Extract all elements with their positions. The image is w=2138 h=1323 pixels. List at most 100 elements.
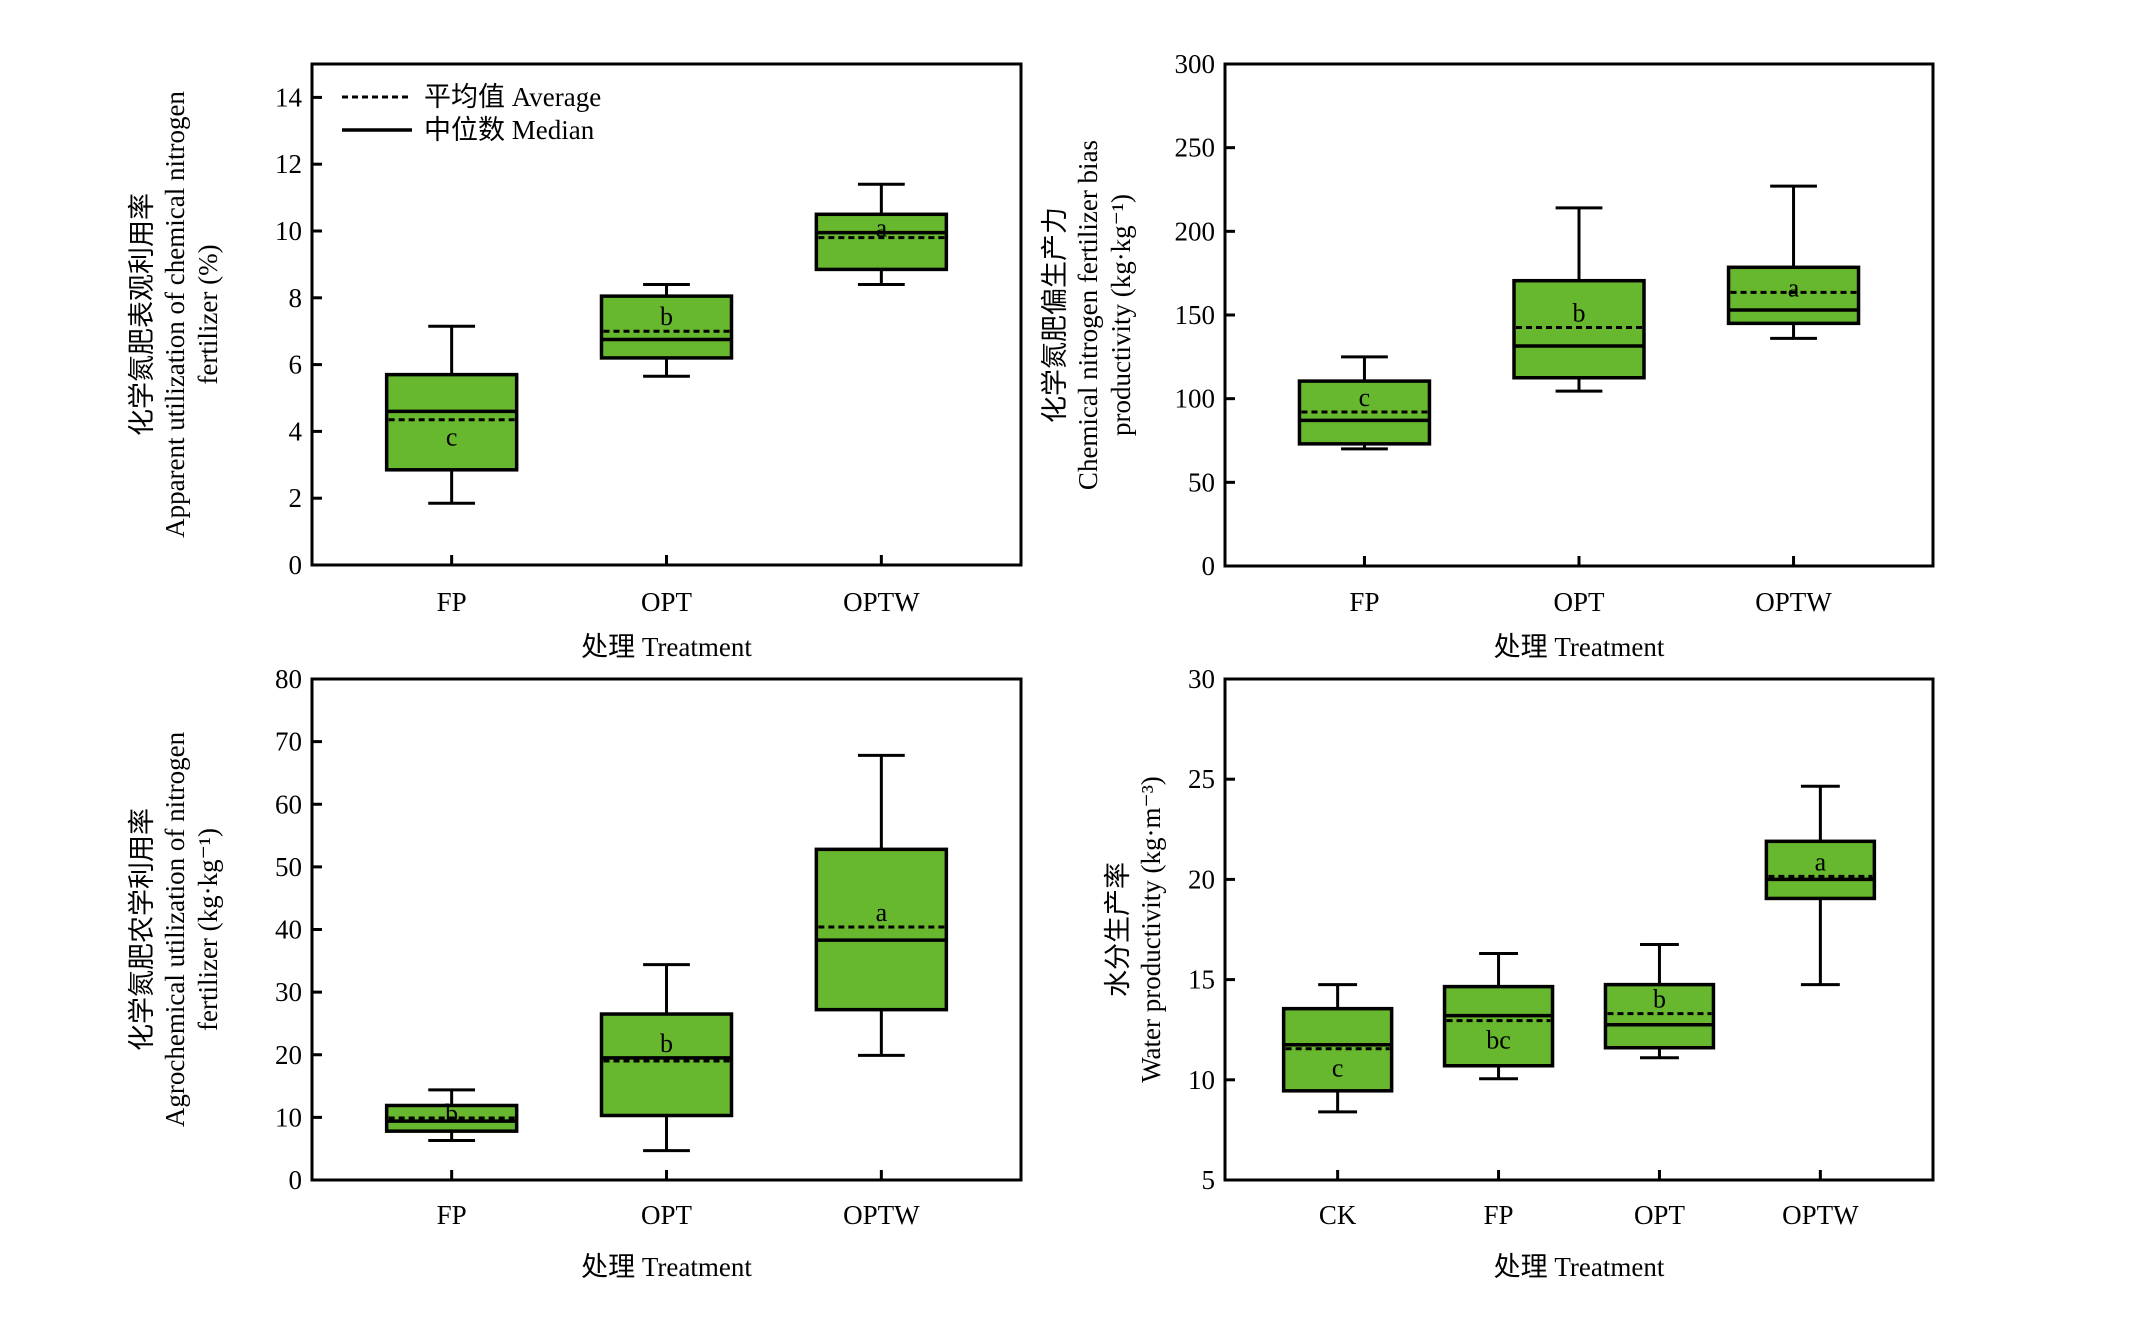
iqr-box bbox=[1764, 839, 1877, 901]
significance-letter: a bbox=[1788, 273, 1800, 302]
box-optw: a bbox=[1764, 784, 1877, 987]
x-tick-label: OPT bbox=[1553, 587, 1605, 617]
iqr-box bbox=[599, 1012, 734, 1118]
x-tick-label: CK bbox=[1319, 1200, 1357, 1230]
iqr-box bbox=[1512, 278, 1646, 380]
significance-letter: b bbox=[1653, 985, 1666, 1014]
y-tick-label: 70 bbox=[275, 727, 302, 757]
x-tick-label: FP bbox=[1484, 1200, 1514, 1230]
y-tick-label: 150 bbox=[1175, 300, 1216, 330]
y-axis-title-line: fertilizer (kg·kg⁻¹) bbox=[193, 828, 223, 1031]
y-tick-label: 30 bbox=[1188, 664, 1215, 694]
panel-bias-productivity: 0 50 100 150 200 250 300 FP OPT OPTW 处理 Treatment 化… bbox=[1040, 49, 1935, 662]
box-fp: c bbox=[384, 324, 519, 505]
y-tick-label: 10 bbox=[1188, 1065, 1215, 1095]
y-axis-title-line: 化学氮肥表观利用率 bbox=[127, 193, 157, 436]
plot-frame bbox=[1223, 677, 1935, 1182]
box-opt: b bbox=[1603, 943, 1716, 1060]
x-tick-label: FP bbox=[1349, 587, 1379, 617]
y-tick-label: 2 bbox=[289, 483, 303, 513]
x-tick-label: FP bbox=[437, 1200, 467, 1230]
y-tick-label: 50 bbox=[275, 852, 302, 882]
y-tick-label: 80 bbox=[275, 664, 302, 694]
x-axis-title: 处理 Treatment bbox=[581, 632, 752, 662]
significance-letter: c bbox=[446, 423, 458, 452]
box-optw: a bbox=[814, 753, 949, 1057]
significance-letter: bc bbox=[1486, 1026, 1511, 1055]
y-tick-label: 12 bbox=[275, 149, 302, 179]
y-tick-label: 10 bbox=[275, 216, 302, 246]
x-tick-label: OPT bbox=[641, 1200, 693, 1230]
significance-letter: a bbox=[876, 214, 888, 243]
y-tick-label: 15 bbox=[1188, 965, 1215, 995]
y-tick-label: 300 bbox=[1175, 49, 1216, 79]
y-tick-label: 50 bbox=[1188, 467, 1215, 497]
y-axis-title-line: Chemical nitrogen fertilizer bias bbox=[1073, 140, 1103, 490]
panel-agrochemical-utilization: 0 10 20 30 40 50 60 70 80 FP OPT OPTW 处理 Treatment 化学… bbox=[127, 664, 1023, 1282]
iqr-box bbox=[599, 294, 734, 360]
significance-letter: b bbox=[660, 1029, 673, 1058]
iqr-box bbox=[1442, 984, 1555, 1068]
y-tick-label: 4 bbox=[289, 416, 303, 446]
box-optw: a bbox=[814, 182, 949, 286]
x-tick-label: OPTW bbox=[843, 587, 920, 617]
box-opt: b bbox=[599, 963, 734, 1153]
iqr-box bbox=[814, 212, 949, 272]
y-tick-label: 0 bbox=[289, 550, 303, 580]
y-tick-label: 25 bbox=[1188, 764, 1215, 794]
significance-letter: c bbox=[1332, 1054, 1344, 1083]
y-axis-title-line: 化学氮肥农学利用率 bbox=[127, 808, 157, 1051]
x-tick-label: OPTW bbox=[1782, 1200, 1859, 1230]
x-tick-label: OPT bbox=[1634, 1200, 1686, 1230]
box-ck: c bbox=[1281, 983, 1394, 1114]
y-axis-title-line: Agrochemical utilization of nitrogen bbox=[160, 731, 190, 1127]
y-axis-title-line: productivity (kg·kg⁻¹) bbox=[1106, 194, 1136, 436]
panel-apparent-utilization: 0 2 4 6 8 10 12 14 FP OPT OPTW 处理 Treatment 化学氮肥表观利用… bbox=[127, 62, 1023, 662]
y-tick-label: 30 bbox=[275, 977, 302, 1007]
box-optw: a bbox=[1726, 184, 1861, 340]
iqr-box bbox=[814, 847, 949, 1012]
y-axis-title-line: 水分生产率 bbox=[1103, 862, 1133, 997]
y-tick-label: 200 bbox=[1175, 216, 1216, 246]
y-tick-label: 0 bbox=[289, 1165, 303, 1195]
box-fp: b bbox=[384, 1088, 519, 1143]
y-tick-label: 60 bbox=[275, 789, 302, 819]
box-fp: bc bbox=[1442, 952, 1555, 1081]
x-axis-title: 处理 Treatment bbox=[1494, 1252, 1665, 1282]
x-axis-title: 处理 Treatment bbox=[1494, 632, 1665, 662]
y-tick-label: 100 bbox=[1175, 384, 1216, 414]
iqr-box bbox=[1726, 265, 1861, 326]
x-axis-title: 处理 Treatment bbox=[581, 1252, 752, 1282]
significance-letter: b bbox=[660, 302, 673, 331]
y-axis-title-line: 化学氮肥偏生产力 bbox=[1040, 207, 1070, 423]
y-axis-title-line: Water productivity (kg·m⁻³) bbox=[1136, 776, 1166, 1083]
x-tick-label: OPT bbox=[641, 587, 693, 617]
significance-letter: a bbox=[876, 898, 888, 927]
panel-water-productivity: 5 10 15 20 25 30 CK FP OPT OPTW 处理 Treatment 水分生产率 W… bbox=[1103, 664, 1935, 1282]
y-tick-label: 6 bbox=[289, 350, 303, 380]
y-tick-label: 250 bbox=[1175, 133, 1216, 163]
x-tick-label: OPTW bbox=[1755, 587, 1832, 617]
box-opt: b bbox=[1512, 206, 1646, 393]
y-axis-title-line: Apparent utilization of chemical nitroge… bbox=[160, 91, 190, 538]
legend-mean-label: 平均值 Average bbox=[424, 82, 601, 112]
iqr-box bbox=[384, 372, 519, 472]
y-tick-label: 5 bbox=[1202, 1165, 1216, 1195]
y-tick-label: 14 bbox=[275, 82, 303, 112]
y-tick-label: 8 bbox=[289, 283, 303, 313]
y-tick-label: 20 bbox=[275, 1040, 302, 1070]
significance-letter: b bbox=[1573, 299, 1586, 328]
significance-letter: b bbox=[445, 1099, 458, 1128]
y-axis-title-line: fertilizer (%) bbox=[193, 244, 223, 384]
y-tick-label: 0 bbox=[1202, 551, 1216, 581]
x-tick-label: OPTW bbox=[843, 1200, 920, 1230]
box-opt: b bbox=[599, 282, 734, 378]
box-fp: c bbox=[1297, 355, 1432, 451]
x-tick-label: FP bbox=[437, 587, 467, 617]
y-tick-label: 10 bbox=[275, 1102, 302, 1132]
significance-letter: c bbox=[1359, 383, 1371, 412]
significance-letter: a bbox=[1815, 847, 1827, 876]
iqr-box bbox=[1603, 982, 1716, 1050]
